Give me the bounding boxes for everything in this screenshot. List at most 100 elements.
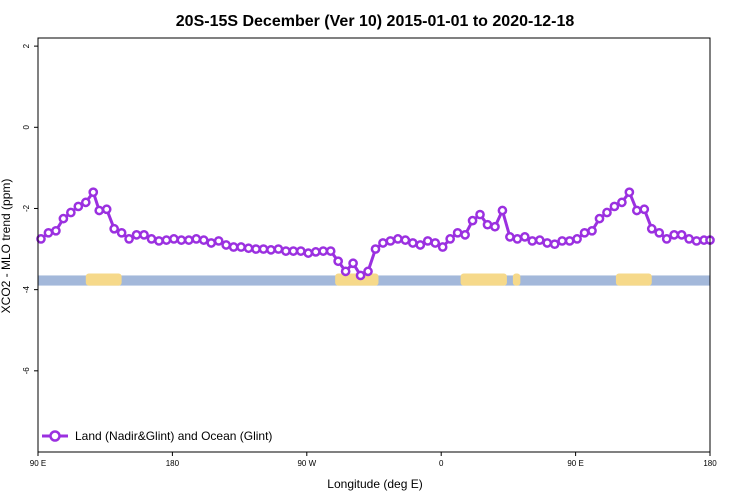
data-point xyxy=(437,242,448,252)
data-point xyxy=(445,234,456,244)
series-layer xyxy=(36,187,715,281)
data-point xyxy=(191,234,202,244)
legend: Land (Nadir&Glint) and Ocean (Glint) xyxy=(42,429,272,443)
data-point xyxy=(654,227,665,238)
data-point xyxy=(430,238,441,248)
data-point xyxy=(236,242,246,252)
y-tick-label: -6 xyxy=(22,367,31,375)
data-point xyxy=(669,230,680,240)
data-point xyxy=(363,266,373,277)
data-point xyxy=(564,236,575,246)
x-tick-label: 180 xyxy=(166,459,180,468)
surface-band xyxy=(38,273,710,286)
data-point xyxy=(73,201,84,212)
y-axis: 2 0 -2 -4 -6 xyxy=(22,43,38,374)
data-point xyxy=(243,243,254,254)
data-point xyxy=(579,227,590,238)
data-point xyxy=(422,236,433,246)
data-point xyxy=(691,236,702,246)
legend-marker-swatch xyxy=(49,430,61,442)
data-point xyxy=(80,197,91,208)
data-point xyxy=(139,230,149,240)
y-tick-label: 2 xyxy=(22,43,31,48)
data-point xyxy=(624,187,635,198)
data-point xyxy=(482,219,493,230)
data-point xyxy=(415,240,426,250)
data-point xyxy=(542,238,553,248)
data-point xyxy=(355,270,366,281)
x-tick-label: 90 E xyxy=(30,459,46,468)
data-point xyxy=(676,230,687,240)
x-tick-label: 90 E xyxy=(567,459,583,468)
data-point xyxy=(587,225,597,236)
data-point xyxy=(400,235,411,245)
data-point xyxy=(258,244,269,254)
data-point xyxy=(221,240,232,250)
land-band-segment xyxy=(512,273,521,286)
land-band-segment xyxy=(85,273,122,286)
data-point xyxy=(549,239,560,250)
chart-title: 20S-15S December (Ver 10) 2015-01-01 to … xyxy=(176,13,575,30)
data-point xyxy=(497,205,508,216)
x-tick-label: 90 W xyxy=(297,459,316,468)
data-point xyxy=(116,227,127,238)
data-point xyxy=(303,248,314,258)
data-point xyxy=(490,221,500,232)
data-point xyxy=(146,234,157,244)
data-point xyxy=(467,215,478,226)
x-axis: 90 E 180 90 W 0 90 E 180 xyxy=(30,452,717,468)
data-point xyxy=(198,235,209,245)
data-point xyxy=(281,246,291,256)
legend-entry-label: Land (Nadir&Glint) and Ocean (Glint) xyxy=(75,429,272,443)
data-point xyxy=(407,238,418,248)
data-point xyxy=(228,242,239,252)
data-point xyxy=(602,207,612,218)
plot-frame xyxy=(37,37,711,453)
data-point xyxy=(639,204,650,215)
data-point xyxy=(385,236,396,246)
x-tick-label: 0 xyxy=(439,459,444,468)
data-point xyxy=(94,205,105,216)
data-point xyxy=(519,232,530,242)
data-point xyxy=(318,246,329,256)
data-point xyxy=(273,244,284,254)
data-point xyxy=(333,256,344,267)
data-point xyxy=(266,245,276,255)
data-point xyxy=(124,234,134,244)
data-point xyxy=(594,213,605,224)
x-tick-label: 180 xyxy=(703,459,717,468)
land-band-segment xyxy=(615,273,652,286)
y-tick-label: -4 xyxy=(22,286,31,294)
data-point xyxy=(36,234,46,244)
x-axis-label: Longitude (deg E) xyxy=(327,477,422,491)
data-point xyxy=(43,227,54,238)
data-point xyxy=(310,247,321,257)
data-point xyxy=(154,236,164,246)
data-point xyxy=(169,234,179,244)
data-point xyxy=(646,223,657,234)
data-point xyxy=(58,213,69,224)
land-band-segment xyxy=(335,273,379,286)
data-point xyxy=(370,244,381,254)
data-point xyxy=(176,235,187,245)
data-point xyxy=(534,235,545,245)
data-point xyxy=(452,227,463,238)
data-point xyxy=(161,235,172,245)
data-point xyxy=(378,238,388,248)
y-tick-label: -2 xyxy=(22,204,31,212)
data-point xyxy=(295,246,306,256)
data-point xyxy=(288,246,299,256)
data-point xyxy=(109,223,120,234)
data-point xyxy=(684,234,694,244)
data-point xyxy=(661,234,672,244)
data-point xyxy=(460,230,470,240)
y-axis-label: XCO2 - MLO trend (ppm) xyxy=(0,179,13,314)
data-point xyxy=(393,234,403,244)
y-tick-label: 0 xyxy=(22,125,31,130)
data-point xyxy=(206,238,217,248)
data-point xyxy=(631,205,642,216)
data-point xyxy=(557,236,568,246)
data-point xyxy=(325,246,336,256)
data-point xyxy=(88,187,99,198)
